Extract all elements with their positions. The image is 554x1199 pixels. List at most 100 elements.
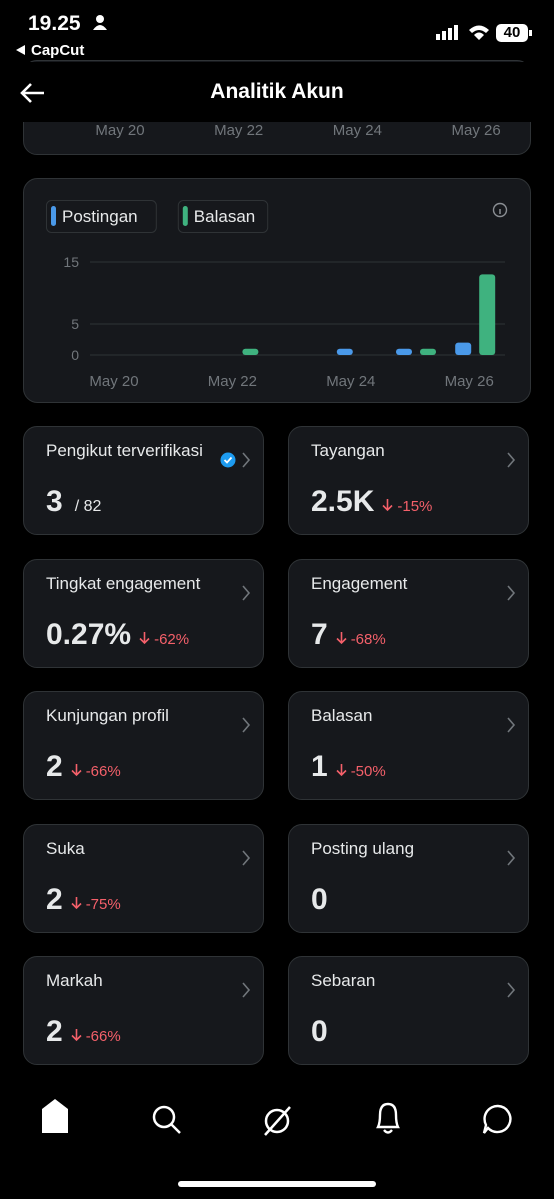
value: 2 [46,1015,63,1048]
verified-badge [220,452,236,468]
value: 2 [46,882,63,916]
chevron [242,982,251,998]
change: -66% [71,763,121,780]
bar [396,348,412,355]
card-value: 2 -75% [46,883,121,917]
value: 3 [46,485,63,518]
legend-swatch [51,206,56,226]
back-button[interactable] [20,82,46,104]
chart: 0 5 15 Postingan Balasan May 20 May 22 May 24 Ma… [23,178,531,403]
x-tick-label: May 24 [326,373,375,390]
chevron [507,849,516,866]
stat-card[interactable]: Markah 2 -66% [23,956,264,1065]
bar [455,342,472,355]
bar [336,348,353,355]
value: 0 [311,1015,328,1048]
down-arrow [71,764,82,777]
stat-card[interactable]: Balasan 1 -50% [288,691,529,800]
legend-label: Postingan [62,207,138,226]
stat-card[interactable]: Posting ulang 0 [288,823,529,933]
card-value: 0 [311,1015,328,1049]
chevron [507,584,516,601]
change-text: -75% [85,895,121,913]
chevron [507,982,516,998]
search-icon[interactable] [152,1105,176,1129]
stat-card[interactable]: Tingkat engagement 0.27% -62% [23,558,264,668]
down-arrow [336,764,347,777]
change-text: -50% [350,763,386,780]
chevron [242,452,251,468]
stat-card[interactable]: Sebaran 0 [288,956,529,1065]
card-value: 3 / 82 [46,485,101,519]
change: -50% [336,763,386,780]
change-text: -68% [350,630,386,648]
down-arrow [71,896,82,909]
chart-card [23,178,531,403]
change-text: -66% [85,763,121,780]
card-title: Tingkat engagement [46,573,201,593]
top-x-label: May 24 [332,122,382,139]
chevron [507,717,516,733]
stat-card[interactable]: Pengikut terverifikasi 3 / 82 [23,426,264,535]
change: -62% [139,631,189,648]
down-arrow [139,631,150,644]
card-title: Pengikut terverifikasi [46,441,203,460]
header [0,62,554,122]
legend-box [177,200,269,233]
change: -68% [336,631,386,648]
down-arrow [336,631,347,644]
notifications-icon[interactable] [376,1102,400,1134]
card-title: Kunjungan profil [46,706,169,725]
y-tick-label: 0 [71,347,79,363]
stat-card[interactable]: Suka 2 -75% [23,823,264,933]
stat-card[interactable]: Kunjungan profil 2 -66% [23,691,264,800]
legend-label: Balasan [194,207,255,226]
info-icon[interactable] [492,202,508,218]
change: -66% [71,1028,121,1045]
chevron [242,584,251,601]
down-arrow [71,1029,82,1042]
grok-icon[interactable] [264,1108,290,1134]
card-title: Markah [46,971,103,990]
messages-icon[interactable] [482,1104,512,1134]
person-icon [93,15,107,30]
back-app[interactable]: CapCut [31,42,85,59]
card-title: Balasan [311,706,373,725]
value: 2 [46,750,63,783]
top-x-label: May 20 [95,122,145,139]
legend-box [46,200,157,233]
top-x-label: May 22 [214,122,264,139]
chevron [242,717,251,733]
card-value: 2 -66% [46,750,121,784]
stat-card[interactable]: Tayangan 2.5K -15% [288,426,529,535]
card-title: Engagement [311,573,408,593]
status-time: 19.25 [28,12,81,35]
y-tick-label: 5 [71,316,79,332]
card-title: Sebaran [311,971,376,990]
value: 2.5K [311,485,375,518]
stat-card[interactable]: Engagement 7 -68% [288,558,529,668]
change-text: -66% [85,1028,121,1045]
bar [420,348,436,355]
status-icons [436,24,532,42]
header-title: Analitik Akun [210,80,344,103]
card-value: 7 -68% [311,618,386,652]
back-triangle [16,45,25,55]
value: 0.27% [46,617,132,651]
x-tick-label: May 26 [445,373,494,390]
card-title: Tayangan [311,441,385,460]
card-value: 2 -66% [46,1015,121,1049]
chevron [242,849,251,866]
total: / 82 [74,498,102,515]
home-icon[interactable] [42,1099,68,1133]
bottom-nav [42,1099,512,1187]
x-tick-label: May 22 [208,373,257,390]
legend-swatch [182,206,188,226]
home-indicator [178,1181,376,1187]
down-arrow [382,499,393,512]
card-value: 1 -50% [311,750,386,784]
card-title: Posting ulang [311,838,415,858]
value: 1 [311,750,328,783]
change-text: -15% [397,498,433,515]
